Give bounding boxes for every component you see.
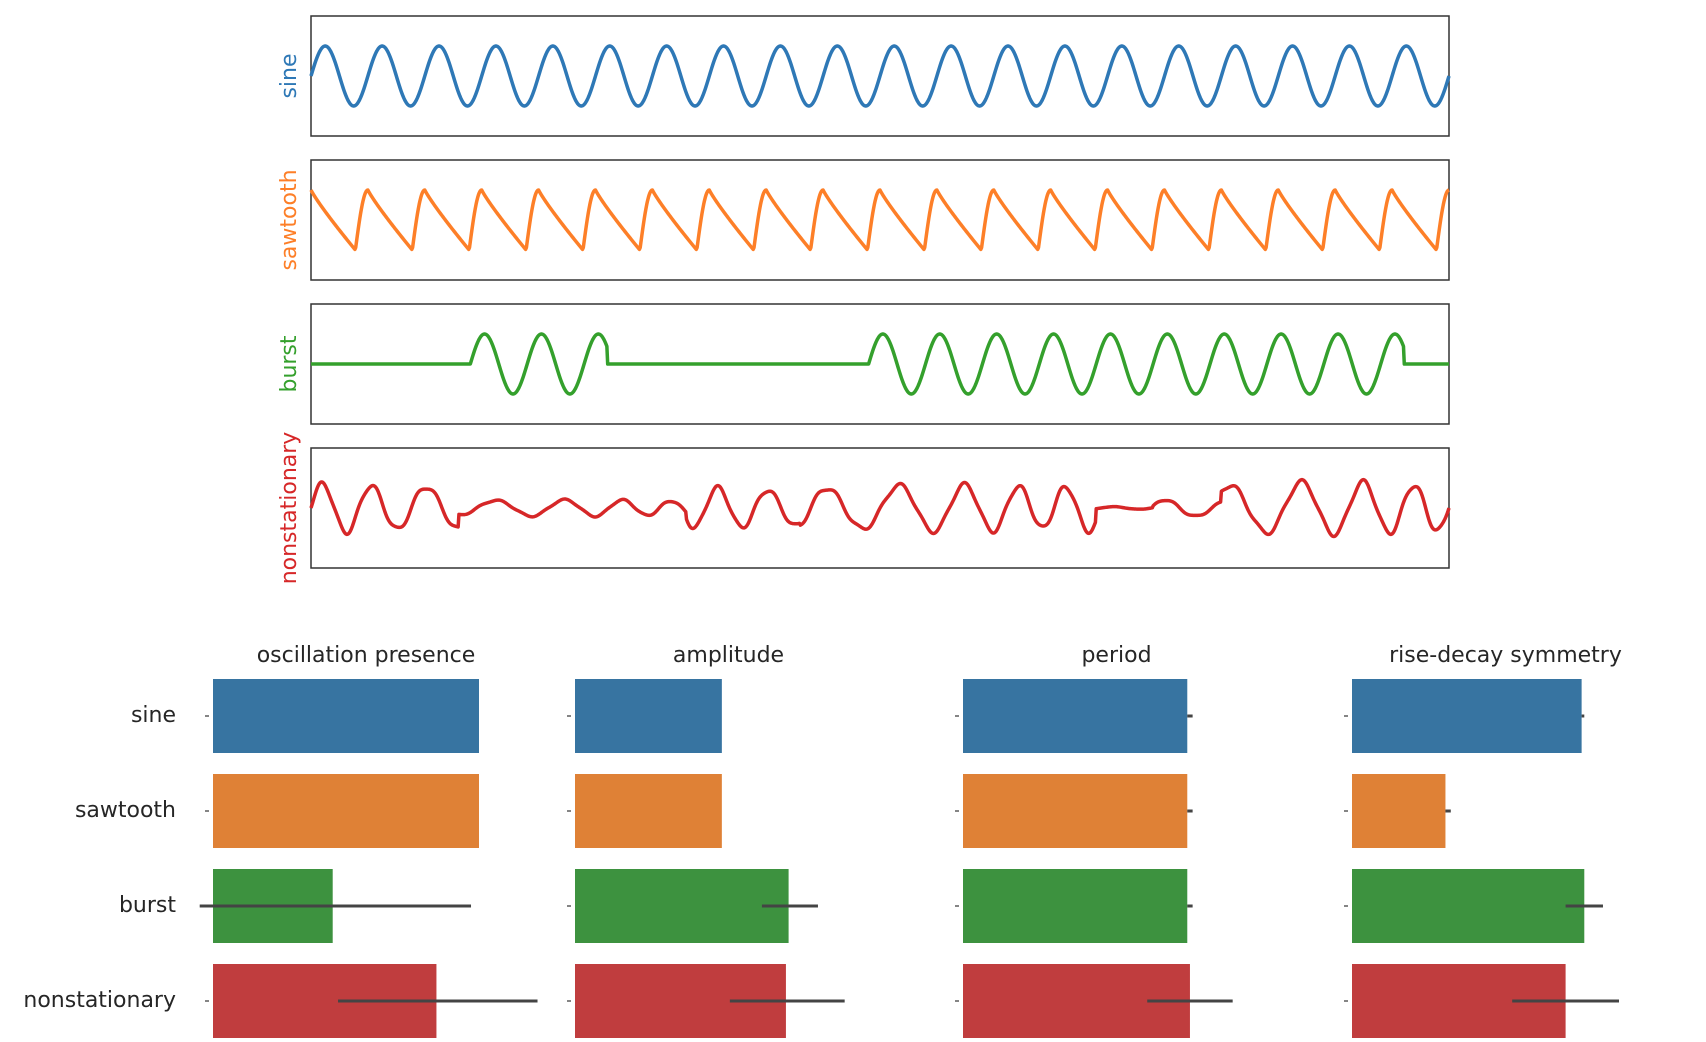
category-label-nonstationary: nonstationary	[23, 988, 176, 1013]
signal-panel-burst: burst	[277, 303, 1450, 425]
bar-panel-3: period	[955, 643, 1233, 1038]
bar-sawtooth	[963, 774, 1188, 848]
bar-burst	[1352, 869, 1585, 943]
signal-line-nonstationary	[309, 477, 1451, 539]
bar-sine	[575, 679, 722, 753]
signal-label-sawtooth: sawtooth	[277, 169, 302, 270]
bar-burst	[963, 869, 1188, 943]
signal-label-nonstationary: nonstationary	[277, 432, 302, 585]
bar-sine	[963, 679, 1188, 753]
bar-panel-title: amplitude	[673, 643, 784, 668]
signal-line-sawtooth	[309, 188, 1450, 252]
signal-panel-sine: sine	[277, 15, 1451, 137]
bar-panel-title: oscillation presence	[257, 643, 476, 668]
bar-panel-2: amplitude	[567, 643, 845, 1038]
bar-panel-4: rise-decay symmetry	[1344, 643, 1622, 1038]
signal-line-sine	[309, 44, 1451, 108]
category-label-burst: burst	[119, 893, 176, 918]
bar-sine	[1352, 679, 1582, 753]
bar-sine	[213, 679, 479, 753]
bar-sawtooth	[213, 774, 479, 848]
signal-frame-burst	[310, 303, 1450, 425]
category-label-sawtooth: sawtooth	[75, 798, 176, 823]
signal-panel-sawtooth: sawtooth	[277, 159, 1450, 281]
bar-burst	[575, 869, 789, 943]
signal-label-burst: burst	[277, 335, 302, 392]
signal-line-burst	[310, 332, 1450, 396]
bar-panel-1: oscillation presence sine sawtooth burst non…	[23, 643, 538, 1038]
signal-label-sine: sine	[277, 53, 302, 98]
signal-panel-nonstationary: nonstationary	[277, 432, 1451, 585]
bar-sawtooth	[1352, 774, 1446, 848]
signal-frame-sawtooth	[310, 159, 1450, 281]
category-label-sine: sine	[131, 703, 176, 728]
bar-panel-title: period	[1081, 643, 1151, 668]
bar-sawtooth	[575, 774, 722, 848]
bar-panel-title: rise-decay symmetry	[1389, 643, 1622, 668]
